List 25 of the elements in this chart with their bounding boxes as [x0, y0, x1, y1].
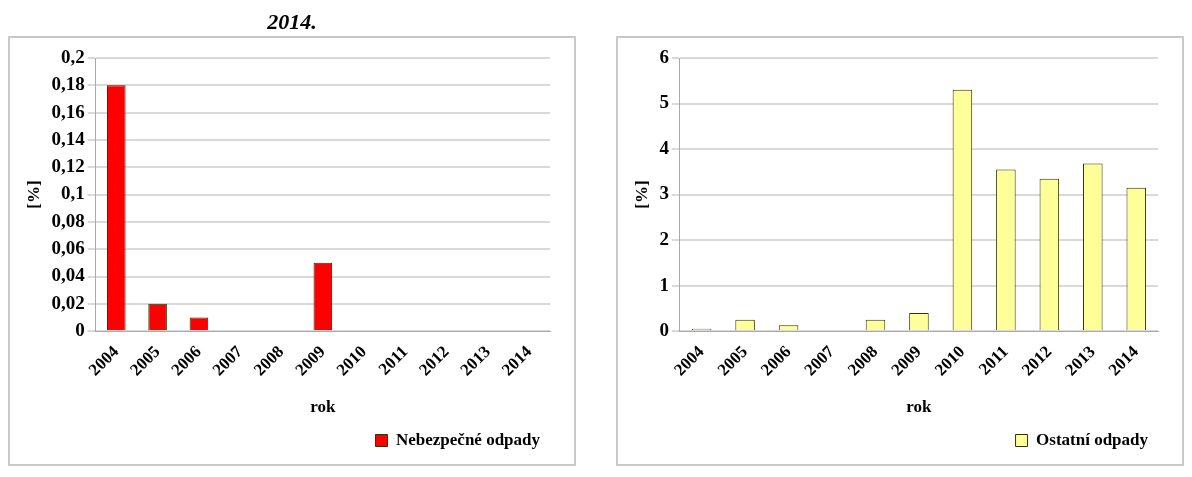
y-tick-label: 6	[659, 45, 669, 67]
y-tick-label: 0,02	[51, 291, 85, 313]
y-tick-label: 0	[659, 319, 669, 341]
y-tick-label: 0,08	[51, 209, 85, 231]
y-tick-label: 0,14	[51, 127, 86, 149]
y-tick-label: 0,1	[60, 182, 85, 204]
y-tick-label: 3	[659, 182, 669, 204]
y-axis-title: [%]	[631, 180, 651, 209]
y-tick-label: 0,06	[51, 237, 85, 259]
y-tick-label: 0,18	[51, 73, 85, 95]
legend-label: Nebezpečné odpady	[395, 429, 541, 449]
y-tick-label: 0	[75, 319, 85, 341]
y-tick-label: 0,04	[51, 264, 86, 286]
legend-label: Ostatní odpady	[1036, 429, 1149, 449]
y-tick-label: 0,12	[51, 155, 85, 177]
x-axis-title: rok	[906, 397, 933, 417]
y-tick-label: 5	[659, 91, 669, 113]
y-tick-label: 0,16	[51, 100, 85, 122]
y-tick-label: 1	[659, 273, 669, 295]
x-axis-title: rok	[310, 397, 336, 417]
y-tick-label: 0,2	[60, 45, 85, 67]
text: 2014.	[267, 9, 317, 34]
y-tick-label: 2	[659, 228, 669, 249]
y-axis-title: [%]	[23, 180, 43, 209]
y-tick-label: 4	[659, 136, 670, 158]
